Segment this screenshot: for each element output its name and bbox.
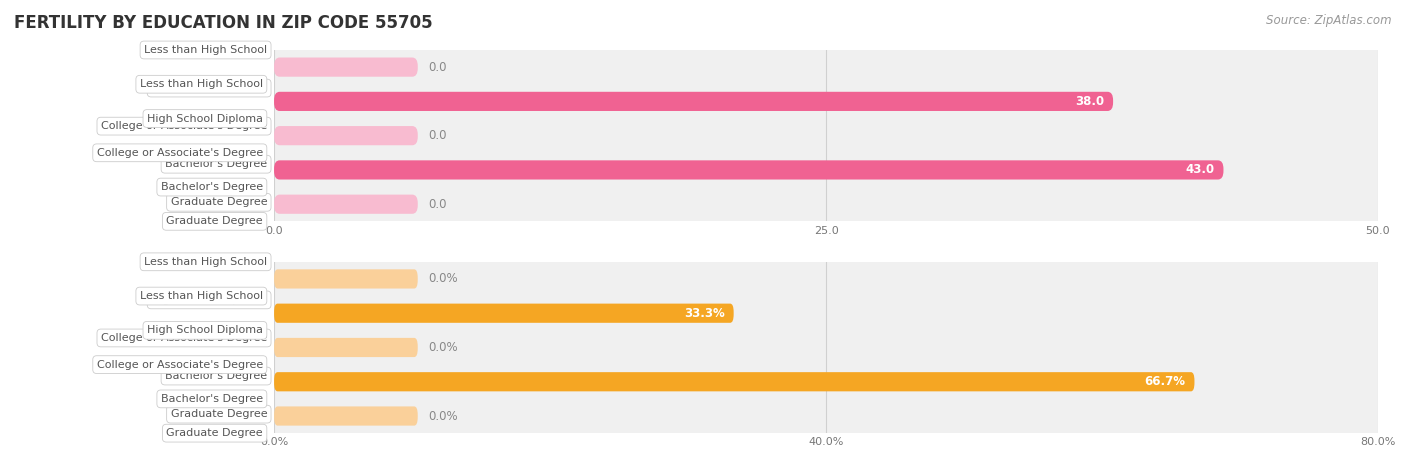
Text: 66.7%: 66.7% bbox=[1144, 375, 1185, 388]
FancyBboxPatch shape bbox=[274, 399, 1378, 433]
Text: Source: ZipAtlas.com: Source: ZipAtlas.com bbox=[1267, 14, 1392, 27]
Text: 0.0%: 0.0% bbox=[429, 409, 458, 423]
FancyBboxPatch shape bbox=[274, 187, 1378, 221]
Text: High School Diploma: High School Diploma bbox=[150, 295, 267, 305]
FancyBboxPatch shape bbox=[274, 365, 1378, 399]
Text: 0.0: 0.0 bbox=[429, 60, 447, 74]
Text: 38.0: 38.0 bbox=[1076, 95, 1104, 108]
FancyBboxPatch shape bbox=[274, 304, 734, 323]
FancyBboxPatch shape bbox=[274, 50, 1378, 84]
Text: High School Diploma: High School Diploma bbox=[146, 325, 263, 336]
FancyBboxPatch shape bbox=[274, 262, 1378, 296]
Text: 0.0: 0.0 bbox=[429, 129, 447, 142]
Text: Bachelor's Degree: Bachelor's Degree bbox=[165, 371, 267, 381]
Text: 43.0: 43.0 bbox=[1185, 163, 1215, 177]
FancyBboxPatch shape bbox=[274, 153, 1378, 187]
Text: Less than High School: Less than High School bbox=[139, 291, 263, 301]
Text: Bachelor's Degree: Bachelor's Degree bbox=[160, 394, 263, 404]
FancyBboxPatch shape bbox=[274, 58, 418, 77]
FancyBboxPatch shape bbox=[274, 372, 1195, 391]
Text: 0.0%: 0.0% bbox=[429, 341, 458, 354]
Text: High School Diploma: High School Diploma bbox=[150, 83, 267, 93]
FancyBboxPatch shape bbox=[274, 195, 418, 214]
FancyBboxPatch shape bbox=[274, 338, 418, 357]
Text: Graduate Degree: Graduate Degree bbox=[170, 197, 267, 208]
Text: Less than High School: Less than High School bbox=[143, 257, 267, 267]
Text: Graduate Degree: Graduate Degree bbox=[170, 409, 267, 419]
Text: 0.0: 0.0 bbox=[429, 198, 447, 211]
Text: College or Associate's Degree: College or Associate's Degree bbox=[97, 359, 263, 370]
FancyBboxPatch shape bbox=[274, 330, 1378, 365]
FancyBboxPatch shape bbox=[274, 92, 1114, 111]
Text: Less than High School: Less than High School bbox=[143, 45, 267, 55]
Text: Graduate Degree: Graduate Degree bbox=[166, 216, 263, 227]
Text: FERTILITY BY EDUCATION IN ZIP CODE 55705: FERTILITY BY EDUCATION IN ZIP CODE 55705 bbox=[14, 14, 433, 32]
Text: 0.0%: 0.0% bbox=[429, 272, 458, 286]
FancyBboxPatch shape bbox=[274, 119, 1378, 153]
Text: College or Associate's Degree: College or Associate's Degree bbox=[97, 148, 263, 158]
Text: 33.3%: 33.3% bbox=[683, 307, 724, 320]
Text: Less than High School: Less than High School bbox=[139, 79, 263, 89]
Text: Graduate Degree: Graduate Degree bbox=[166, 428, 263, 438]
FancyBboxPatch shape bbox=[274, 126, 418, 145]
FancyBboxPatch shape bbox=[274, 160, 1223, 179]
FancyBboxPatch shape bbox=[274, 269, 418, 288]
FancyBboxPatch shape bbox=[274, 296, 1378, 330]
Text: College or Associate's Degree: College or Associate's Degree bbox=[101, 333, 267, 343]
FancyBboxPatch shape bbox=[274, 84, 1378, 119]
Text: College or Associate's Degree: College or Associate's Degree bbox=[101, 121, 267, 131]
FancyBboxPatch shape bbox=[274, 407, 418, 426]
Text: Bachelor's Degree: Bachelor's Degree bbox=[160, 182, 263, 192]
Text: Bachelor's Degree: Bachelor's Degree bbox=[165, 159, 267, 169]
Text: High School Diploma: High School Diploma bbox=[146, 113, 263, 124]
